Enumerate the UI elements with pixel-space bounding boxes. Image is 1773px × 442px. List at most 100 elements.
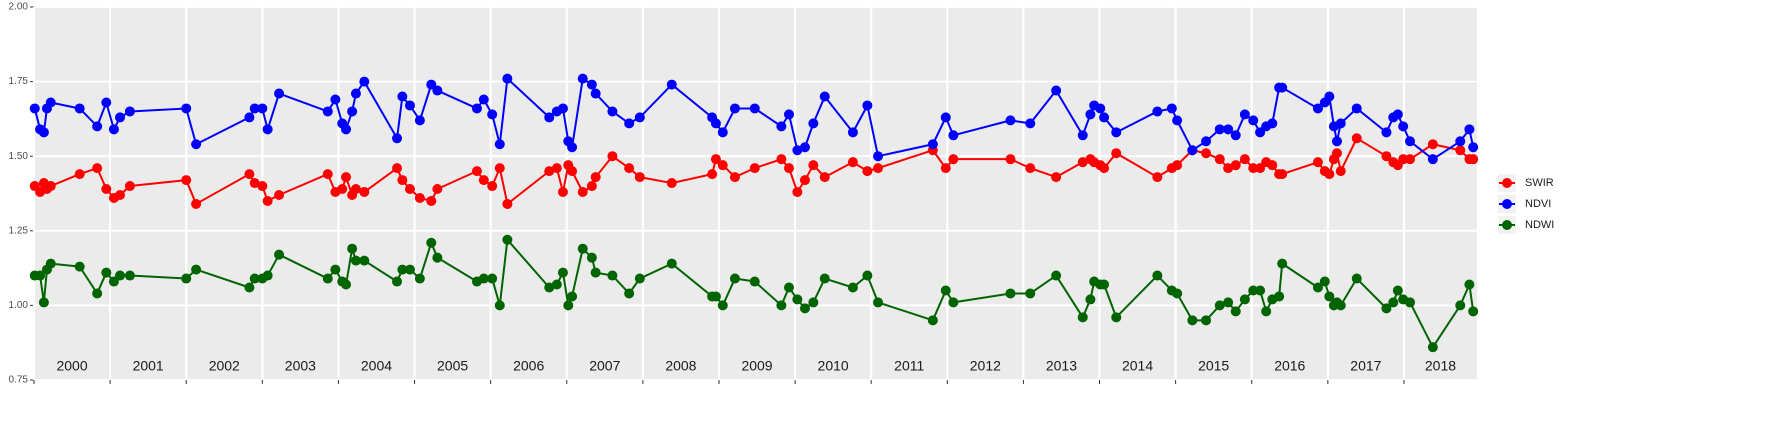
data-point (557, 267, 568, 278)
data-point (717, 300, 728, 311)
data-point (347, 243, 358, 254)
data-point (1312, 103, 1323, 114)
data-point (74, 169, 85, 180)
data-point (544, 282, 555, 293)
data-point (1239, 109, 1250, 120)
data-point (181, 175, 192, 186)
data-point (45, 181, 56, 192)
data-point (776, 300, 787, 311)
data-point (729, 103, 740, 114)
data-point (551, 279, 562, 290)
data-point (1324, 169, 1335, 180)
data-point (115, 189, 126, 200)
data-point (414, 192, 425, 203)
data-point (1405, 154, 1416, 165)
data-point (191, 198, 202, 209)
data-point (502, 198, 513, 209)
data-point (1025, 288, 1036, 299)
plot-panel (34, 7, 1477, 380)
data-point (1077, 157, 1088, 168)
data-point (249, 273, 260, 284)
data-point (1381, 303, 1392, 314)
data-point (414, 115, 425, 126)
data-point (244, 282, 255, 293)
x-tick-label: 2007 (589, 358, 620, 374)
data-point (494, 300, 505, 311)
data-point (74, 103, 85, 114)
data-point (322, 273, 333, 284)
data-point (590, 88, 601, 99)
data-point (262, 124, 273, 135)
data-point (624, 163, 635, 174)
data-point (45, 258, 56, 269)
data-point (502, 73, 513, 84)
data-point (38, 297, 49, 308)
data-point (1005, 115, 1016, 126)
data-point (1152, 106, 1163, 117)
data-point (426, 237, 437, 248)
data-point (1051, 172, 1062, 183)
data-point (487, 273, 498, 284)
data-point (1267, 118, 1278, 129)
data-point (108, 124, 119, 135)
legend-label: NDWI (1525, 219, 1554, 231)
data-point (101, 267, 112, 278)
x-tick-label: 2008 (665, 358, 696, 374)
data-point (1248, 115, 1259, 126)
data-point (471, 166, 482, 177)
data-point (792, 294, 803, 305)
data-point (404, 184, 415, 195)
data-point (819, 172, 830, 183)
x-tick-label: 2004 (361, 358, 392, 374)
data-point (244, 169, 255, 180)
data-point (948, 130, 959, 141)
data-point (359, 187, 370, 198)
data-point (783, 109, 794, 120)
data-point (940, 285, 951, 296)
data-point (1455, 136, 1466, 147)
data-point (1405, 297, 1416, 308)
data-point (1201, 136, 1212, 147)
data-point (799, 175, 810, 186)
data-point (414, 273, 425, 284)
data-point (729, 273, 740, 284)
data-point (341, 124, 352, 135)
data-point (1427, 342, 1438, 353)
data-point (1025, 163, 1036, 174)
data-point (862, 270, 873, 281)
data-point (776, 154, 787, 165)
data-point (1312, 282, 1323, 293)
data-point (862, 100, 873, 111)
data-point (567, 166, 578, 177)
data-point (494, 163, 505, 174)
data-point (1455, 300, 1466, 311)
data-point (1172, 160, 1183, 171)
data-point (478, 175, 489, 186)
y-tick-label: 0.75 (9, 375, 29, 386)
x-tick-label: 2018 (1425, 358, 1456, 374)
data-point (666, 258, 677, 269)
data-point (783, 163, 794, 174)
data-point (1468, 306, 1479, 317)
data-point (634, 112, 645, 123)
data-point (577, 187, 588, 198)
data-point (577, 73, 588, 84)
legend-label: SWIR (1525, 177, 1554, 189)
data-point (1230, 306, 1241, 317)
data-point (1166, 103, 1177, 114)
data-point (607, 270, 618, 281)
data-point (487, 181, 498, 192)
data-point (1085, 109, 1096, 120)
data-point (115, 270, 126, 281)
x-tick-label: 2013 (1046, 358, 1077, 374)
data-point (1230, 130, 1241, 141)
data-point (666, 79, 677, 90)
data-point (92, 288, 103, 299)
data-point (257, 181, 268, 192)
data-point (557, 187, 568, 198)
data-point (607, 151, 618, 162)
data-point (1187, 145, 1198, 156)
data-point (347, 106, 358, 117)
y-tick-label: 1.00 (9, 300, 29, 311)
data-point (1468, 154, 1479, 165)
